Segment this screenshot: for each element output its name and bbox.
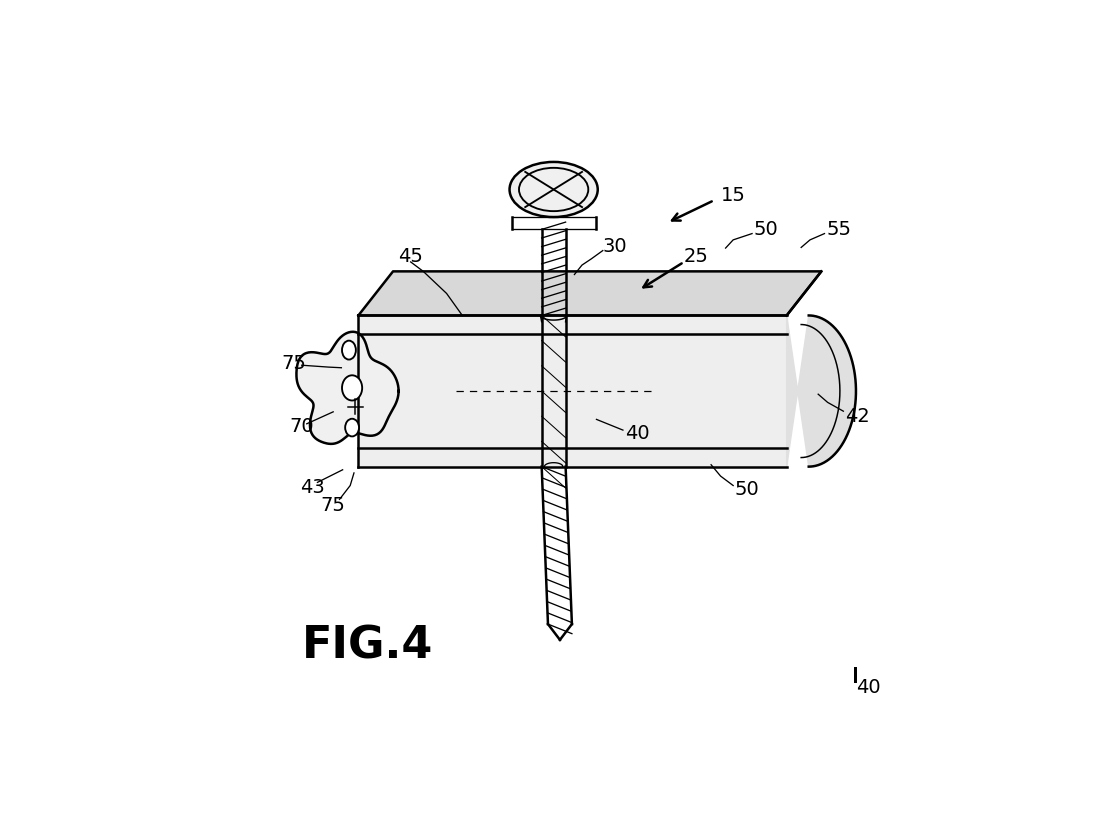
Text: 75: 75: [321, 497, 346, 515]
Ellipse shape: [342, 340, 356, 360]
Text: 30: 30: [603, 236, 628, 256]
Text: 50: 50: [753, 220, 778, 239]
Text: 40: 40: [624, 424, 650, 443]
Text: 55: 55: [827, 220, 851, 239]
Text: 43: 43: [300, 478, 324, 497]
Text: 75: 75: [281, 354, 306, 374]
Text: 45: 45: [398, 247, 423, 267]
Text: 50: 50: [734, 480, 759, 500]
Text: 42: 42: [845, 407, 870, 425]
Polygon shape: [359, 272, 821, 316]
Ellipse shape: [346, 419, 359, 436]
Text: 40: 40: [855, 678, 881, 697]
Text: 25: 25: [684, 247, 709, 267]
Polygon shape: [359, 316, 787, 466]
Polygon shape: [297, 332, 399, 444]
Text: FIG.4: FIG.4: [302, 625, 433, 667]
Ellipse shape: [510, 162, 598, 217]
Ellipse shape: [342, 375, 362, 401]
Text: 70: 70: [289, 417, 313, 437]
Text: 15: 15: [721, 187, 745, 205]
Polygon shape: [787, 316, 855, 466]
